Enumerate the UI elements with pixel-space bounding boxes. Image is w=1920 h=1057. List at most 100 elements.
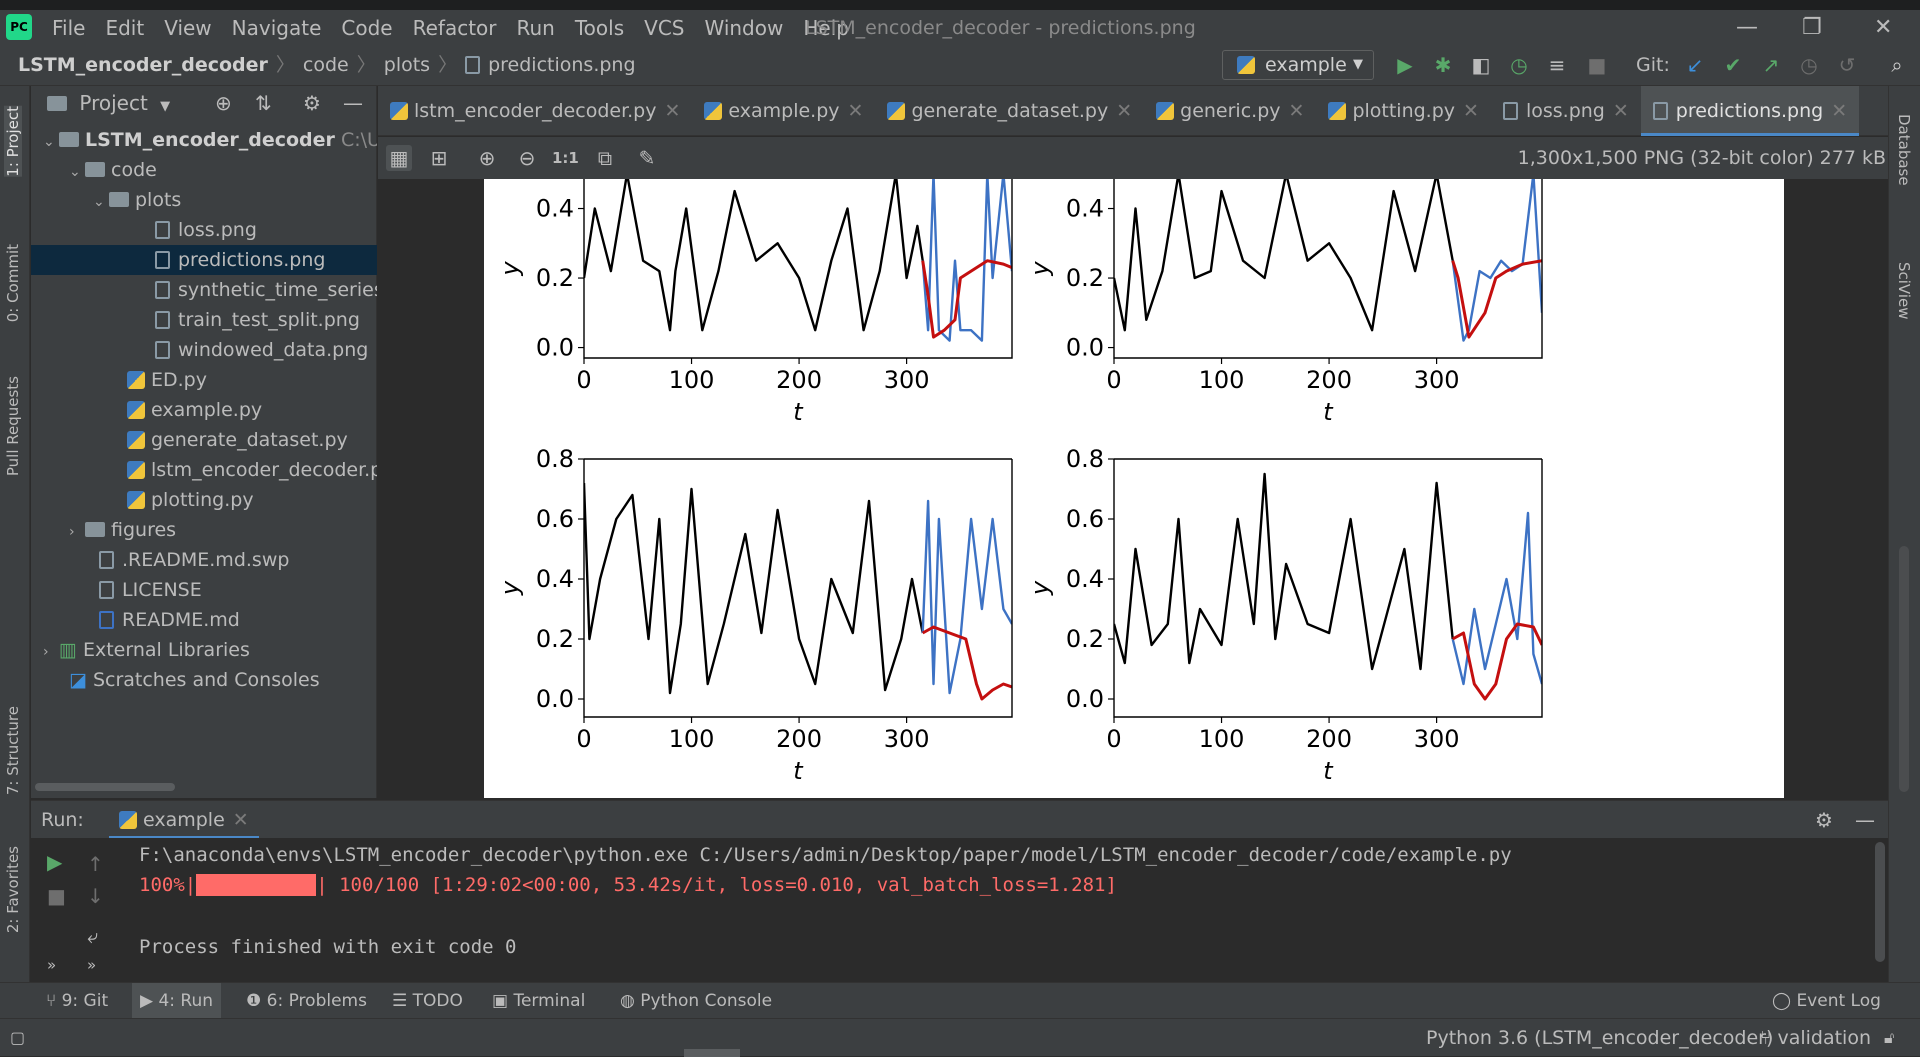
- tree-item-scratches[interactable]: ◪ Scratches and Consoles: [69, 669, 320, 691]
- menu-run[interactable]: Run: [516, 16, 555, 40]
- down-arrow-icon[interactable]: ↓: [87, 884, 104, 908]
- breadcrumb-file[interactable]: predictions.png: [465, 44, 636, 86]
- tab-predictions-png[interactable]: predictions.png ✕: [1640, 86, 1860, 136]
- close-tab-icon[interactable]: ✕: [1463, 100, 1479, 122]
- restore-icon[interactable]: ❐: [1802, 15, 1822, 40]
- tree-item-generate-dataset-py[interactable]: generate_dataset.py: [31, 425, 377, 455]
- up-arrow-icon[interactable]: ↑: [87, 852, 104, 876]
- lock-icon[interactable]: 🔓︎: [1884, 1028, 1895, 1047]
- project-scrollbar[interactable]: [35, 783, 175, 791]
- tab-generate-dataset-py[interactable]: generate_dataset.py ✕: [875, 86, 1144, 136]
- menu-tools[interactable]: Tools: [574, 16, 625, 40]
- breadcrumb-plots[interactable]: plots: [383, 54, 431, 76]
- close-tab-icon[interactable]: ✕: [232, 809, 249, 831]
- menu-refactor[interactable]: Refactor: [412, 16, 497, 40]
- tab-example-py[interactable]: example.py ✕: [692, 86, 875, 136]
- tree-item-synthetic-time-series[interactable]: synthetic_time_series.p: [31, 275, 377, 305]
- gear-icon[interactable]: ⚙: [303, 91, 321, 115]
- tree-item-ed-py[interactable]: ED.py: [31, 365, 377, 395]
- profile-icon[interactable]: ◷: [1510, 53, 1528, 77]
- tree-item-train-test-split[interactable]: train_test_split.png: [31, 305, 377, 335]
- terminal-tool-button[interactable]: ▣ Terminal: [492, 991, 586, 1011]
- breadcrumb-project[interactable]: LSTM_encoder_decoder: [18, 54, 268, 76]
- event-log-button[interactable]: ◯ Event Log: [1772, 991, 1881, 1011]
- actual-size-icon[interactable]: 1:1: [552, 149, 579, 167]
- coverage-icon[interactable]: ◧: [1471, 53, 1491, 77]
- tree-item-windowed-data[interactable]: windowed_data.png: [31, 335, 377, 365]
- rollback-icon[interactable]: ↺: [1838, 53, 1856, 77]
- zoom-out-icon[interactable]: ⊖: [518, 146, 536, 170]
- chevron-down-icon[interactable]: ▼: [160, 99, 171, 114]
- tab-generic-py[interactable]: generic.py ✕: [1144, 86, 1316, 136]
- menu-window[interactable]: Window: [704, 16, 784, 40]
- console-scrollbar[interactable]: [1875, 842, 1885, 962]
- tree-item-root[interactable]: ⌄LSTM_encoder_decoder C:\Use: [31, 125, 377, 155]
- tree-item-figures[interactable]: › figures: [31, 515, 377, 545]
- tree-item-plots[interactable]: ⌄ plots: [31, 185, 377, 215]
- git-tool-button[interactable]: ⑂ 9: Git: [46, 991, 109, 1011]
- toggle-tool-windows-icon[interactable]: ▢: [10, 1028, 26, 1047]
- commit-tool-button[interactable]: 0: Commit: [4, 244, 22, 323]
- tree-item-readme-swp[interactable]: .README.md.swp: [31, 545, 377, 575]
- menu-help[interactable]: Help: [803, 16, 849, 40]
- editor-scrollbar[interactable]: [1899, 546, 1909, 792]
- project-panel-title[interactable]: Project: [79, 91, 148, 115]
- close-tab-icon[interactable]: ✕: [1116, 100, 1133, 122]
- tree-item-loss-png[interactable]: loss.png: [31, 215, 377, 245]
- pull-requests-tool-button[interactable]: Pull Requests: [4, 376, 22, 477]
- sciview-tool-button[interactable]: SciView: [1895, 262, 1913, 320]
- close-tab-icon[interactable]: ✕: [1612, 100, 1629, 122]
- menu-view[interactable]: View: [164, 16, 212, 40]
- menu-vcs[interactable]: VCS: [644, 16, 685, 40]
- history-icon[interactable]: ◷: [1800, 53, 1818, 77]
- search-icon[interactable]: ⌕: [1891, 53, 1903, 77]
- chessboard-icon[interactable]: ▦: [386, 145, 412, 171]
- git-commit-icon[interactable]: ✔: [1724, 53, 1742, 77]
- hide-icon[interactable]: —: [343, 91, 363, 115]
- locate-icon[interactable]: ⊕: [215, 91, 232, 115]
- stop-icon[interactable]: ■: [1587, 53, 1607, 77]
- run-icon[interactable]: ▶: [1397, 53, 1413, 77]
- more-icon[interactable]: »: [47, 956, 57, 974]
- git-branch-status[interactable]: ⑂ validation: [1760, 1027, 1871, 1049]
- run-tool-button[interactable]: ▶ 4: Run: [132, 983, 222, 1019]
- zoom-in-icon[interactable]: ⊕: [478, 146, 496, 170]
- database-tool-button[interactable]: Database: [1895, 114, 1913, 186]
- more-icon[interactable]: »: [87, 956, 97, 974]
- hide-icon[interactable]: —: [1855, 808, 1875, 832]
- todo-tool-button[interactable]: ☰ TODO: [392, 991, 463, 1011]
- tree-item-example-py[interactable]: example.py: [31, 395, 377, 425]
- tab-loss-png[interactable]: loss.png ✕: [1491, 86, 1641, 136]
- stop-icon[interactable]: ■: [47, 884, 66, 908]
- tree-item-plotting-py[interactable]: plotting.py: [31, 485, 377, 515]
- rerun-icon[interactable]: ▶: [47, 850, 63, 874]
- menu-edit[interactable]: Edit: [105, 16, 145, 40]
- tree-item-readme-md[interactable]: README.md: [31, 605, 377, 635]
- menu-navigate[interactable]: Navigate: [231, 16, 322, 40]
- git-push-icon[interactable]: ↗: [1762, 53, 1780, 77]
- close-tab-icon[interactable]: ✕: [1831, 100, 1848, 122]
- tab-lstm-encoder-decoder-py[interactable]: lstm_encoder_decoder.py ✕: [378, 86, 692, 136]
- problems-tool-button[interactable]: ❶ 6: Problems: [246, 991, 367, 1011]
- close-icon[interactable]: ✕: [1874, 15, 1893, 40]
- collapse-all-icon[interactable]: ⇅: [255, 91, 272, 115]
- tree-item-predictions-png[interactable]: predictions.png: [31, 245, 377, 275]
- minimize-icon[interactable]: —: [1736, 15, 1758, 40]
- debug-icon[interactable]: ✱: [1434, 53, 1452, 77]
- tree-item-external-libraries[interactable]: › ▥ External Libraries: [31, 635, 377, 665]
- favorites-tool-button[interactable]: 2: Favorites: [4, 846, 22, 934]
- tree-item-license[interactable]: LICENSE: [31, 575, 377, 605]
- soft-wrap-icon[interactable]: ⤶: [87, 924, 99, 948]
- concurrency-icon[interactable]: ≡: [1548, 53, 1566, 77]
- breadcrumb-code[interactable]: code: [302, 54, 349, 76]
- project-tool-button[interactable]: 1: Project: [4, 106, 22, 177]
- structure-tool-button[interactable]: 7: Structure: [4, 706, 22, 796]
- close-tab-icon[interactable]: ✕: [847, 100, 864, 122]
- run-config-select[interactable]: example ▼: [1222, 50, 1374, 80]
- tree-item-code[interactable]: ⌄ code: [31, 155, 377, 185]
- python-console-tool-button[interactable]: ◍ Python Console: [620, 991, 773, 1011]
- run-tab-example[interactable]: example ✕: [109, 801, 259, 839]
- close-tab-icon[interactable]: ✕: [1288, 100, 1305, 122]
- git-update-icon[interactable]: ↙: [1686, 53, 1704, 77]
- color-picker-icon[interactable]: ✎: [638, 146, 656, 170]
